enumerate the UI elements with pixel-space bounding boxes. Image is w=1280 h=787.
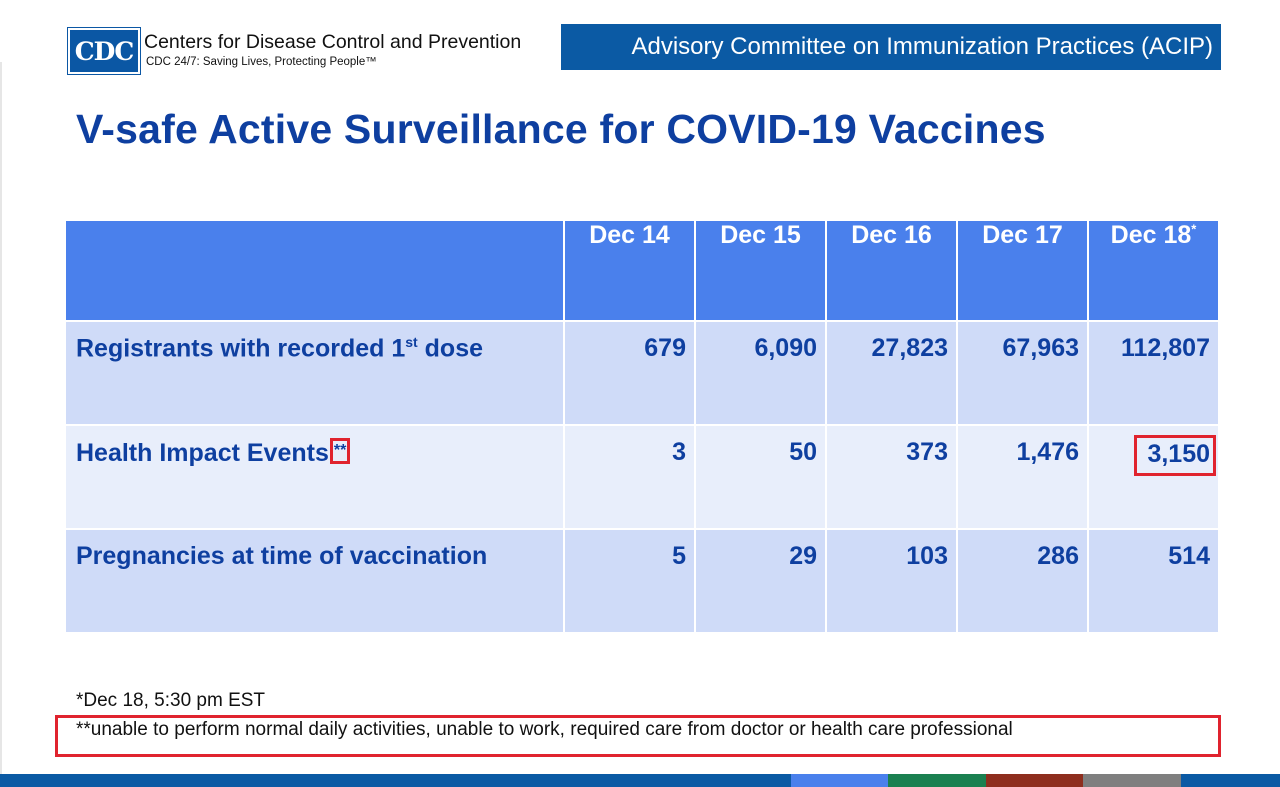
- surveillance-table: Dec 14 Dec 15 Dec 16 Dec 17 Dec 18* Regi…: [64, 219, 1220, 634]
- column-header: Dec 16: [825, 219, 958, 322]
- table-row: Health Impact Events ** 3 50 373 1,476 3,…: [64, 424, 1220, 530]
- highlighted-footnote-marker: **: [329, 438, 351, 464]
- slide-title: V-safe Active Surveillance for COVID-19 …: [76, 106, 1046, 152]
- column-header: Dec 14: [563, 219, 696, 322]
- table-cell: 6,090: [694, 320, 827, 426]
- table-cell: 50: [694, 424, 827, 530]
- bottom-bar-segment: [1083, 774, 1181, 787]
- footnote-date: *Dec 18, 5:30 pm EST: [76, 690, 266, 711]
- row-label: Health Impact Events **: [64, 424, 565, 530]
- acip-banner: Advisory Committee on Immunization Pract…: [561, 24, 1221, 70]
- cdc-logo-text: CDC: [74, 36, 134, 66]
- row-label: Registrants with recorded 1st dose: [64, 320, 565, 426]
- table-row: Pregnancies at time of vaccination 5 29 …: [64, 528, 1220, 634]
- table-cell: 103: [825, 528, 958, 634]
- table-cell: 514: [1087, 528, 1220, 634]
- table-cell: 3,150: [1087, 424, 1220, 530]
- table-cell: 1,476: [956, 424, 1089, 530]
- table-row: Registrants with recorded 1st dose 679 6…: [64, 320, 1220, 426]
- column-header-marker: *: [1191, 221, 1197, 237]
- table-cell: 112,807: [1087, 320, 1220, 426]
- column-header-text: Dec 18: [1110, 221, 1192, 249]
- row-label-tail: dose: [417, 334, 483, 363]
- table-cell: 3: [563, 424, 696, 530]
- header-empty-cell: [64, 219, 565, 322]
- row-label-superscript: st: [405, 334, 418, 350]
- table-cell: 5: [563, 528, 696, 634]
- table-header-row: Dec 14 Dec 15 Dec 16 Dec 17 Dec 18*: [64, 219, 1220, 322]
- bottom-bar-segment: [888, 774, 986, 787]
- row-label: Pregnancies at time of vaccination: [64, 528, 565, 634]
- table-cell: 67,963: [956, 320, 1089, 426]
- table-cell: 373: [825, 424, 958, 530]
- footnote-highlight-box: [55, 715, 1221, 757]
- acip-banner-text: Advisory Committee on Immunization Pract…: [631, 33, 1213, 60]
- footnote-definition: **unable to perform normal daily activit…: [76, 719, 1013, 740]
- bottom-bar-segment: [986, 774, 1083, 787]
- table-cell: 679: [563, 320, 696, 426]
- org-name: Centers for Disease Control and Preventi…: [144, 31, 522, 53]
- cdc-logo: CDC: [68, 28, 140, 74]
- table-cell: 29: [694, 528, 827, 634]
- row-label-text: Registrants with recorded 1: [76, 334, 406, 363]
- slide-left-border: [0, 62, 2, 774]
- bottom-bar-segment: [791, 774, 888, 787]
- column-header: Dec 15: [694, 219, 827, 322]
- table-cell: 286: [956, 528, 1089, 634]
- column-header: Dec 17: [956, 219, 1089, 322]
- table-cell: 27,823: [825, 320, 958, 426]
- highlighted-value: 3,150: [1134, 435, 1216, 476]
- column-header-last: Dec 18*: [1087, 219, 1220, 322]
- row-label-text: Health Impact Events: [76, 439, 329, 467]
- org-tagline: CDC 24/7: Saving Lives, Protecting Peopl…: [146, 56, 377, 68]
